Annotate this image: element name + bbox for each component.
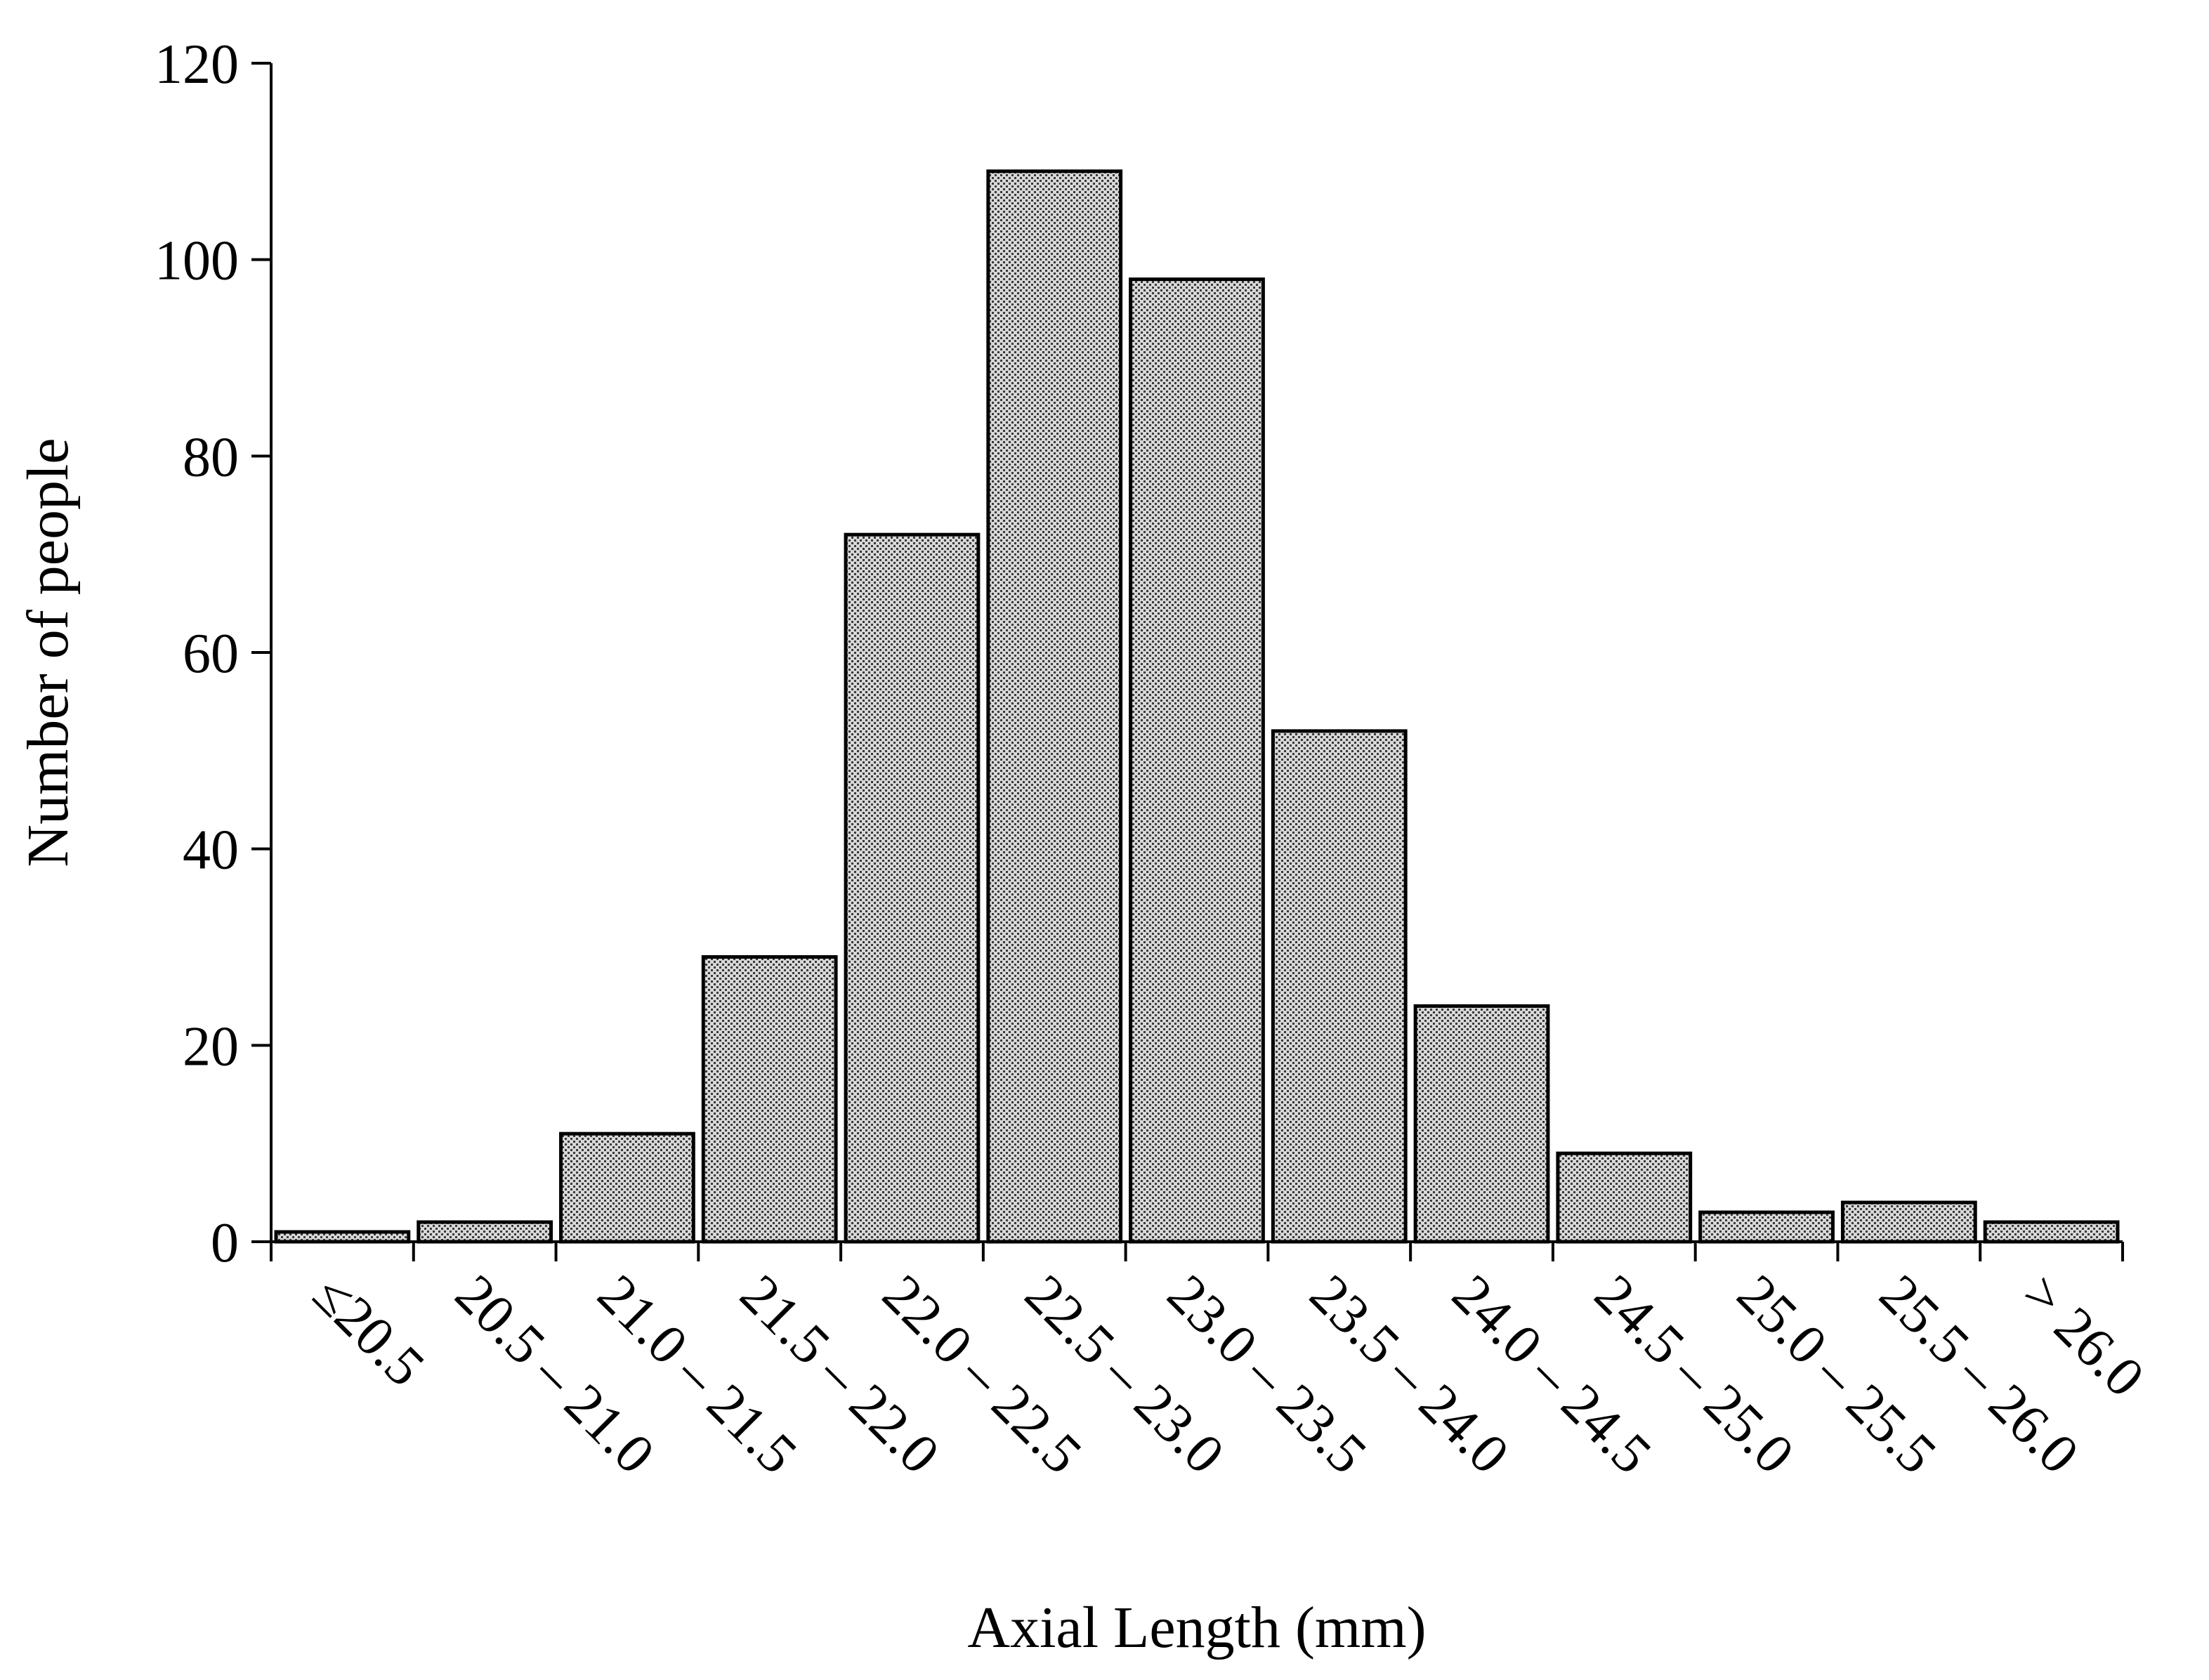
y-tick-label: 120 — [155, 34, 239, 96]
bar — [701, 954, 838, 1244]
y-tick-label: 60 — [183, 623, 239, 685]
bar — [559, 1131, 695, 1244]
bar — [1129, 277, 1265, 1244]
bar — [1698, 1210, 1835, 1244]
bar — [274, 1230, 411, 1244]
y-tick-label: 40 — [183, 820, 239, 881]
bar — [1556, 1151, 1693, 1244]
bar — [1983, 1220, 2120, 1244]
bar — [844, 532, 981, 1244]
y-axis-title: Number of people — [15, 438, 81, 867]
x-axis: ≤20.5 20.5 – 21.021.0 – 21.521.5 – 22.022… — [270, 1240, 2156, 1485]
y-tick-label: 100 — [155, 230, 239, 292]
x-tick-label: ≤20.5 — [301, 1264, 436, 1398]
x-axis-title: Axial Length (mm) — [967, 1595, 1426, 1660]
bar — [417, 1220, 553, 1244]
bars — [274, 169, 2120, 1244]
bar — [1271, 729, 1408, 1244]
bar — [986, 169, 1123, 1244]
bar — [1413, 1004, 1550, 1244]
y-axis: 0 20 40 60 80 100 120 — [155, 34, 273, 1274]
bar — [1840, 1200, 1977, 1244]
y-tick-label: 80 — [183, 426, 239, 488]
y-tick-label: 0 — [211, 1212, 239, 1274]
y-tick-label: 20 — [183, 1016, 239, 1077]
